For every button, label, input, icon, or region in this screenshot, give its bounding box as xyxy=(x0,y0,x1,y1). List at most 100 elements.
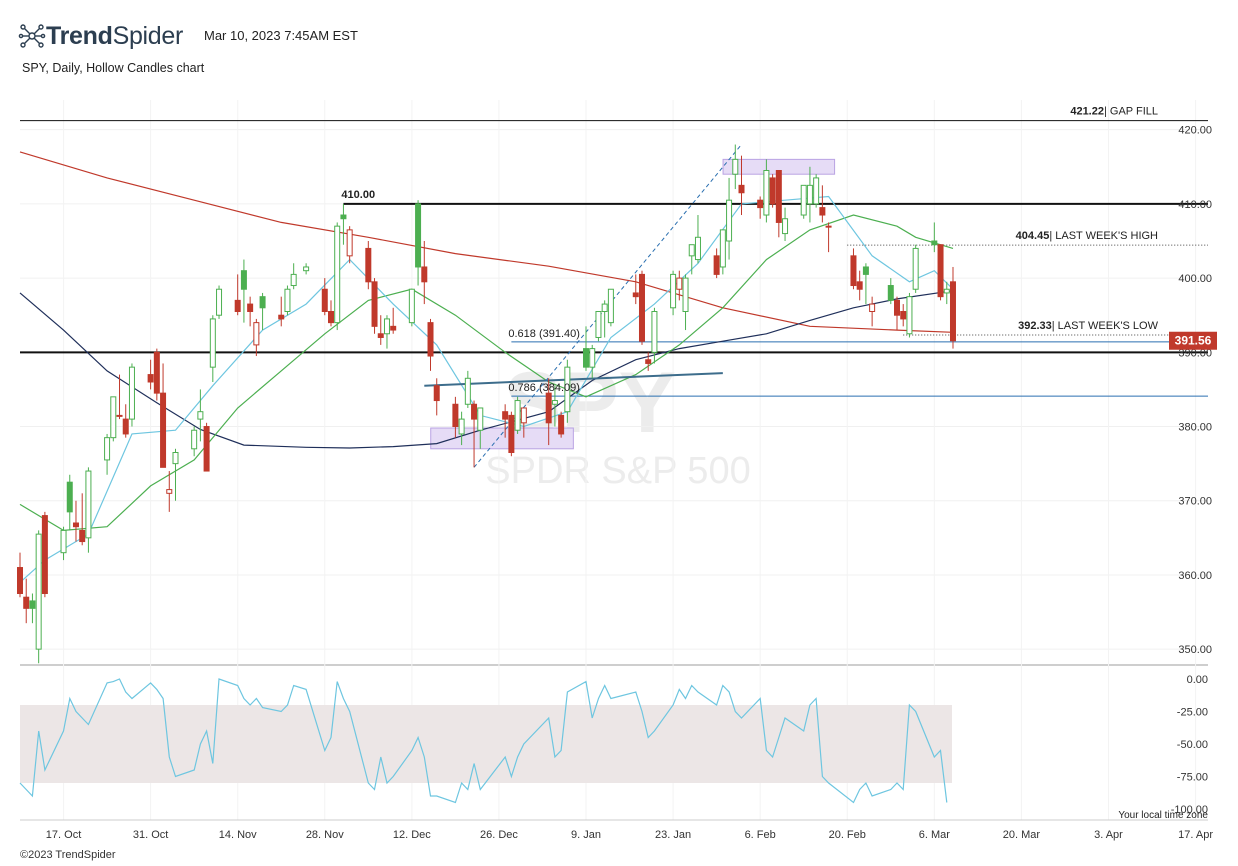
candle xyxy=(60,526,67,561)
candle xyxy=(278,296,285,327)
candle-body xyxy=(688,244,695,257)
candle xyxy=(931,222,938,253)
candle xyxy=(670,270,677,316)
candle-body xyxy=(122,418,129,435)
candle-body xyxy=(247,303,254,313)
candle xyxy=(203,422,210,472)
candle-body xyxy=(464,377,471,405)
candle xyxy=(906,292,913,338)
last-price-value: 391.56 xyxy=(1175,334,1212,348)
rsi-band xyxy=(20,705,952,783)
candle xyxy=(197,389,204,442)
time-tick-label: 31. Oct xyxy=(133,829,168,841)
candle xyxy=(104,433,111,475)
rsi-tick-label: -100.00 xyxy=(1171,804,1208,816)
level-label: 410.00 xyxy=(341,189,375,201)
candle-body xyxy=(29,600,36,609)
candle xyxy=(912,244,919,293)
time-tick-label: 12. Dec xyxy=(393,829,431,841)
candle xyxy=(856,270,863,301)
candle-body xyxy=(35,533,42,650)
candle xyxy=(862,263,869,305)
candle xyxy=(732,144,739,190)
candle-body xyxy=(825,225,832,228)
candle xyxy=(247,296,254,327)
ma-line-sma200 xyxy=(19,151,954,333)
candle xyxy=(365,241,372,290)
candle xyxy=(775,170,782,238)
brand-name: TrendSpider xyxy=(46,21,184,50)
candle xyxy=(128,363,135,427)
candle-body xyxy=(284,288,291,313)
candle-body xyxy=(471,403,478,420)
candle xyxy=(303,263,310,275)
time-tick-label: 17. Apr xyxy=(1178,829,1213,841)
price-tick-label: 420.00 xyxy=(1178,125,1212,137)
candle-body xyxy=(377,333,384,338)
candle xyxy=(433,378,440,416)
candle-body xyxy=(303,266,310,272)
candle-body xyxy=(900,311,907,320)
candle xyxy=(551,385,558,427)
candle-body xyxy=(41,515,48,594)
candle xyxy=(769,174,776,208)
price-tick-label: 380.00 xyxy=(1178,422,1212,434)
candle-body xyxy=(346,229,353,257)
candle xyxy=(35,530,42,664)
time-tick-label: 26. Dec xyxy=(480,829,518,841)
candle-body xyxy=(906,296,913,335)
chart-subtitle: SPY, Daily, Hollow Candles chart xyxy=(22,61,205,75)
candle-body xyxy=(259,296,266,309)
fib-level-label: 0.786 (384.09) xyxy=(508,382,580,394)
time-tick-label: 14. Nov xyxy=(219,829,257,841)
candle-body xyxy=(197,411,204,420)
candle-body xyxy=(153,351,160,394)
moving-averages xyxy=(19,151,954,583)
level-label: 392.33| LAST WEEK'S LOW xyxy=(1018,320,1158,332)
candle-body xyxy=(694,236,701,261)
candle-body xyxy=(191,429,198,450)
candle-body xyxy=(551,400,558,405)
candle-body xyxy=(340,214,347,220)
candle xyxy=(949,266,956,349)
candle xyxy=(17,552,23,598)
candle-body xyxy=(819,207,826,216)
candle xyxy=(66,474,73,531)
candle-body xyxy=(632,292,639,298)
candle xyxy=(290,263,297,290)
candle-body xyxy=(937,244,944,298)
spider-logo-icon xyxy=(18,24,46,48)
rsi-tick-label: -25.00 xyxy=(1177,707,1208,719)
horizontal-levels xyxy=(20,120,1208,397)
chart-grid xyxy=(20,100,1208,820)
candle-body xyxy=(713,255,720,275)
candle-body xyxy=(732,158,739,175)
candle-body xyxy=(477,407,484,431)
candle xyxy=(601,300,608,338)
candle-body xyxy=(769,177,776,205)
candle-body xyxy=(763,170,770,216)
candles[interactable] xyxy=(17,144,956,664)
ma-line-ema9 xyxy=(19,195,954,583)
candle-body xyxy=(365,247,372,283)
candle-body xyxy=(607,288,614,324)
rsi-line xyxy=(19,678,948,804)
time-tick-label: 9. Jan xyxy=(571,829,601,841)
candle-body xyxy=(595,311,602,338)
candle-body xyxy=(862,266,869,275)
candle xyxy=(738,155,745,216)
candle-body xyxy=(894,299,901,316)
candle-body xyxy=(726,199,733,242)
candle-body xyxy=(682,277,689,312)
candle-body xyxy=(508,414,515,454)
candle xyxy=(334,222,341,331)
candle xyxy=(937,244,944,301)
candle-body xyxy=(371,281,378,327)
candle xyxy=(79,493,86,546)
candle xyxy=(508,411,515,457)
candle-body xyxy=(806,184,813,205)
candle xyxy=(427,318,434,371)
candle-body xyxy=(253,322,260,346)
candle-body xyxy=(719,229,726,268)
